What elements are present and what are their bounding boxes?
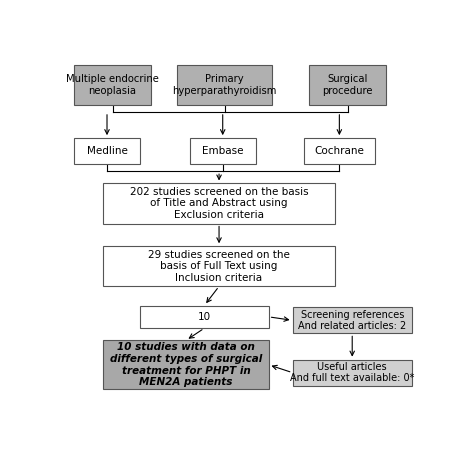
Text: Surgical
procedure: Surgical procedure <box>322 74 373 96</box>
FancyBboxPatch shape <box>303 138 375 164</box>
FancyBboxPatch shape <box>177 65 272 105</box>
Text: 10 studies with data on
different types of surgical
treatment for PHPT in
MEN2A : 10 studies with data on different types … <box>110 342 262 387</box>
Text: Primary
hyperparathyroidism: Primary hyperparathyroidism <box>173 74 277 96</box>
FancyBboxPatch shape <box>190 138 256 164</box>
FancyBboxPatch shape <box>103 340 269 389</box>
Text: Useful articles
And full text available: 0*: Useful articles And full text available:… <box>290 362 414 383</box>
FancyBboxPatch shape <box>74 138 140 164</box>
Text: Embase: Embase <box>202 146 244 156</box>
FancyBboxPatch shape <box>292 360 412 386</box>
FancyBboxPatch shape <box>140 305 269 328</box>
Text: Cochrane: Cochrane <box>314 146 365 156</box>
Text: 10: 10 <box>198 312 211 322</box>
FancyBboxPatch shape <box>103 246 335 286</box>
Text: Multiple endocrine
neoplasia: Multiple endocrine neoplasia <box>66 74 159 96</box>
Text: 202 studies screened on the basis
of Title and Abstract using
Exclusion criteria: 202 studies screened on the basis of Tit… <box>130 187 309 220</box>
FancyBboxPatch shape <box>74 65 151 105</box>
FancyBboxPatch shape <box>309 65 386 105</box>
Text: 29 studies screened on the
basis of Full Text using
Inclusion criteria: 29 studies screened on the basis of Full… <box>148 250 290 283</box>
Text: Screening references
And related articles: 2: Screening references And related article… <box>298 309 406 331</box>
FancyBboxPatch shape <box>292 307 412 333</box>
FancyBboxPatch shape <box>103 183 335 223</box>
Text: Medline: Medline <box>87 146 128 156</box>
